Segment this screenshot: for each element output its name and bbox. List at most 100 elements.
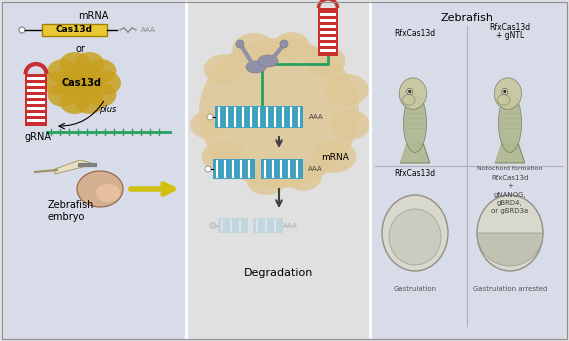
Text: Zebrafish: Zebrafish bbox=[440, 13, 493, 23]
Bar bbox=[261, 159, 303, 179]
Bar bbox=[27, 77, 45, 80]
Text: gBRD4,: gBRD4, bbox=[497, 200, 523, 206]
Circle shape bbox=[19, 27, 25, 33]
Ellipse shape bbox=[91, 71, 121, 95]
Circle shape bbox=[280, 40, 288, 48]
Ellipse shape bbox=[274, 32, 310, 60]
Ellipse shape bbox=[389, 209, 441, 265]
Text: plus: plus bbox=[100, 104, 117, 114]
Text: + gNTL: + gNTL bbox=[496, 30, 524, 40]
Ellipse shape bbox=[190, 111, 226, 139]
Ellipse shape bbox=[86, 83, 117, 107]
Bar bbox=[382, 186, 454, 281]
Bar bbox=[320, 19, 336, 22]
Ellipse shape bbox=[86, 59, 117, 83]
Circle shape bbox=[502, 88, 508, 95]
Text: RfxCas13d: RfxCas13d bbox=[489, 23, 530, 31]
Bar bbox=[27, 107, 45, 110]
Bar bbox=[188, 1, 370, 339]
Text: Notochord formation: Notochord formation bbox=[477, 166, 543, 172]
Text: AAA: AAA bbox=[308, 166, 323, 172]
Bar bbox=[320, 43, 336, 46]
Bar bbox=[27, 89, 45, 92]
Text: AAA: AAA bbox=[141, 27, 155, 33]
Bar bbox=[320, 25, 336, 28]
Ellipse shape bbox=[75, 52, 105, 76]
Text: Cas13d: Cas13d bbox=[62, 78, 102, 88]
Text: Gastrulation arrested: Gastrulation arrested bbox=[473, 286, 547, 292]
Text: AAA: AAA bbox=[308, 114, 323, 120]
Bar bbox=[218, 218, 248, 233]
Polygon shape bbox=[55, 160, 95, 174]
Bar bbox=[253, 218, 283, 233]
Polygon shape bbox=[495, 144, 525, 163]
Text: mRNA: mRNA bbox=[321, 153, 349, 163]
Ellipse shape bbox=[232, 33, 277, 65]
Ellipse shape bbox=[60, 90, 89, 114]
Ellipse shape bbox=[330, 110, 370, 140]
Ellipse shape bbox=[325, 74, 369, 106]
Ellipse shape bbox=[312, 141, 356, 173]
Ellipse shape bbox=[494, 78, 522, 109]
Bar bbox=[27, 119, 45, 122]
Ellipse shape bbox=[202, 141, 246, 173]
Bar bbox=[318, 8, 338, 56]
Text: RfxCas13d: RfxCas13d bbox=[491, 175, 529, 181]
Ellipse shape bbox=[306, 46, 345, 76]
Bar bbox=[27, 95, 45, 98]
Ellipse shape bbox=[382, 195, 448, 271]
Ellipse shape bbox=[286, 163, 321, 191]
Ellipse shape bbox=[497, 95, 510, 105]
Circle shape bbox=[210, 222, 216, 228]
Ellipse shape bbox=[402, 95, 415, 105]
Circle shape bbox=[207, 114, 213, 120]
Bar bbox=[372, 1, 567, 339]
Polygon shape bbox=[401, 144, 430, 163]
Bar bbox=[320, 37, 336, 40]
Bar bbox=[42, 24, 107, 36]
Text: AAA: AAA bbox=[283, 222, 298, 228]
Ellipse shape bbox=[60, 52, 89, 76]
Bar bbox=[25, 74, 47, 126]
Ellipse shape bbox=[48, 83, 77, 107]
Text: RfxCas13d: RfxCas13d bbox=[394, 168, 435, 178]
Bar bbox=[27, 83, 45, 86]
Ellipse shape bbox=[204, 54, 244, 84]
Ellipse shape bbox=[96, 184, 120, 202]
Text: Gastrulation: Gastrulation bbox=[393, 286, 436, 292]
Text: Cas13d: Cas13d bbox=[56, 26, 93, 34]
Text: Zebrafish
embryo: Zebrafish embryo bbox=[48, 200, 94, 222]
Circle shape bbox=[236, 40, 244, 48]
Text: or gBRD3a: or gBRD3a bbox=[492, 208, 529, 214]
Circle shape bbox=[503, 90, 506, 93]
Ellipse shape bbox=[399, 78, 427, 109]
Text: RfxCas13d: RfxCas13d bbox=[394, 29, 435, 38]
Circle shape bbox=[205, 166, 211, 172]
Ellipse shape bbox=[258, 55, 278, 67]
Ellipse shape bbox=[43, 71, 73, 95]
Bar bbox=[320, 49, 336, 52]
Ellipse shape bbox=[403, 93, 427, 152]
Text: or: or bbox=[75, 44, 85, 54]
Circle shape bbox=[407, 88, 413, 95]
Text: +: + bbox=[507, 183, 513, 189]
Wedge shape bbox=[477, 233, 543, 266]
Text: mRNA: mRNA bbox=[78, 11, 108, 21]
Ellipse shape bbox=[246, 61, 266, 73]
Bar bbox=[27, 101, 45, 104]
Text: gNANOG,: gNANOG, bbox=[494, 192, 526, 198]
Text: Degradation: Degradation bbox=[244, 268, 314, 278]
Bar bbox=[320, 13, 336, 16]
Ellipse shape bbox=[60, 65, 104, 101]
Bar bbox=[2, 1, 185, 339]
Ellipse shape bbox=[77, 171, 123, 207]
Ellipse shape bbox=[498, 93, 522, 152]
Circle shape bbox=[408, 90, 411, 93]
Ellipse shape bbox=[477, 195, 543, 271]
Bar bbox=[320, 31, 336, 34]
Bar bbox=[27, 113, 45, 116]
Ellipse shape bbox=[246, 165, 287, 195]
Ellipse shape bbox=[199, 38, 359, 188]
Ellipse shape bbox=[48, 59, 77, 83]
Text: gRNA: gRNA bbox=[25, 132, 52, 142]
